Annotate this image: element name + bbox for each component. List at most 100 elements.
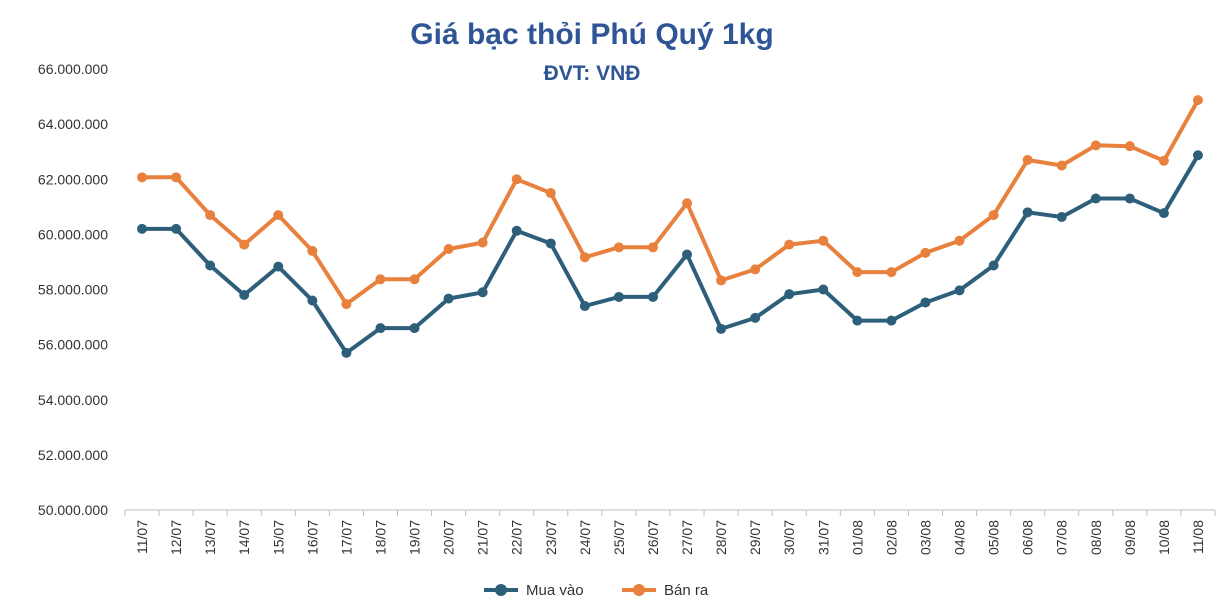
x-tick-label: 15/07 <box>270 520 286 555</box>
legend-label: Mua vào <box>526 582 584 599</box>
data-point <box>613 291 624 302</box>
x-tick-label: 25/07 <box>611 520 627 555</box>
y-tick-label: 50.000.000 <box>38 502 108 518</box>
x-tick-label: 12/07 <box>168 520 184 555</box>
y-tick-label: 64.000.000 <box>38 116 108 132</box>
x-tick-label: 10/08 <box>1156 520 1172 555</box>
data-point <box>920 297 931 308</box>
chart-subtitle: ĐVT: VNĐ <box>544 62 641 85</box>
data-point <box>716 323 727 334</box>
data-point <box>954 285 965 296</box>
data-point <box>579 301 590 312</box>
y-tick-label: 62.000.000 <box>38 171 108 187</box>
legend-item: Bán ra <box>622 582 709 599</box>
data-point <box>1056 160 1067 171</box>
legend-label: Bán ra <box>664 582 709 599</box>
data-point <box>341 299 352 310</box>
data-point <box>239 239 250 250</box>
x-tick-label: 19/07 <box>407 520 423 555</box>
data-point <box>307 295 318 306</box>
x-tick-label: 02/08 <box>883 520 899 555</box>
data-point <box>409 274 420 285</box>
x-tick-label: 24/07 <box>577 520 593 555</box>
data-point <box>375 274 386 285</box>
x-tick-label: 21/07 <box>475 520 491 555</box>
legend-item: Mua vào <box>484 582 584 599</box>
series-2 <box>137 95 1203 310</box>
data-point <box>205 210 216 221</box>
data-point <box>375 323 386 334</box>
x-tick-label: 23/07 <box>543 520 559 555</box>
series-line <box>140 153 1200 355</box>
data-point <box>750 312 761 323</box>
chart-title: Giá bạc thỏi Phú Quý 1kg <box>410 18 773 51</box>
x-axis: 11/07 12/07 13/07 14/07 15/07 16/07 17/07 18/07… <box>124 509 1216 555</box>
x-tick-label: 18/07 <box>372 520 388 555</box>
data-point <box>273 261 284 272</box>
x-tick-label: 20/07 <box>441 520 457 555</box>
x-tick-label: 01/08 <box>849 520 865 555</box>
x-tick-label: 11/08 <box>1190 520 1206 554</box>
data-point <box>682 249 693 260</box>
data-point <box>477 237 488 248</box>
data-point <box>1124 193 1135 204</box>
data-point <box>171 172 182 183</box>
x-tick-label: 26/07 <box>645 520 661 555</box>
data-point <box>545 238 556 249</box>
data-point <box>137 172 148 183</box>
data-point <box>409 323 420 334</box>
data-point <box>613 242 624 253</box>
data-point <box>647 291 658 302</box>
x-tick-label: 27/07 <box>679 520 695 555</box>
y-tick-label: 52.000.000 <box>38 447 108 463</box>
legend-marker <box>633 584 645 596</box>
x-tick-label: 16/07 <box>304 520 320 555</box>
x-tick-label: 06/08 <box>1020 520 1036 555</box>
data-point <box>750 264 761 275</box>
data-point <box>205 260 216 271</box>
series-line <box>140 98 1200 307</box>
x-tick-label: 07/08 <box>1054 520 1070 555</box>
data-point <box>988 210 999 221</box>
y-tick-label: 54.000.000 <box>38 392 108 408</box>
y-tick-label: 60.000.000 <box>38 226 108 242</box>
x-tick-label: 14/07 <box>236 520 252 555</box>
data-point <box>511 225 522 236</box>
data-point <box>171 223 182 234</box>
data-point <box>716 275 727 286</box>
data-point <box>852 315 863 326</box>
data-point <box>682 198 693 209</box>
data-point <box>579 252 590 263</box>
y-axis: 50.000.000 52.000.000 54.000.000 56.000.000… <box>38 61 108 518</box>
data-point <box>1056 212 1067 223</box>
data-point <box>852 267 863 278</box>
data-point <box>784 289 795 300</box>
data-point <box>273 210 284 221</box>
data-point <box>818 235 829 246</box>
x-tick-label: 05/08 <box>986 520 1002 555</box>
data-point <box>886 315 897 326</box>
data-point <box>1158 155 1169 166</box>
x-tick-label: 28/07 <box>713 520 729 555</box>
data-point <box>1090 193 1101 204</box>
data-point <box>477 287 488 298</box>
y-tick-label: 66.000.000 <box>38 61 108 77</box>
y-tick-label: 56.000.000 <box>38 337 108 353</box>
x-tick-label: 22/07 <box>509 520 525 555</box>
data-point <box>886 267 897 278</box>
data-point <box>443 293 454 304</box>
data-point <box>511 174 522 185</box>
data-point <box>307 245 318 256</box>
data-point <box>341 347 352 358</box>
data-point <box>647 242 658 253</box>
data-point <box>1022 154 1033 165</box>
x-tick-label: 03/08 <box>917 520 933 555</box>
data-point <box>1124 141 1135 152</box>
data-point <box>988 260 999 271</box>
x-tick-label: 11/07 <box>134 520 150 554</box>
data-point <box>784 239 795 250</box>
data-point <box>1090 140 1101 151</box>
data-point <box>1158 208 1169 219</box>
series-layer <box>137 95 1203 358</box>
